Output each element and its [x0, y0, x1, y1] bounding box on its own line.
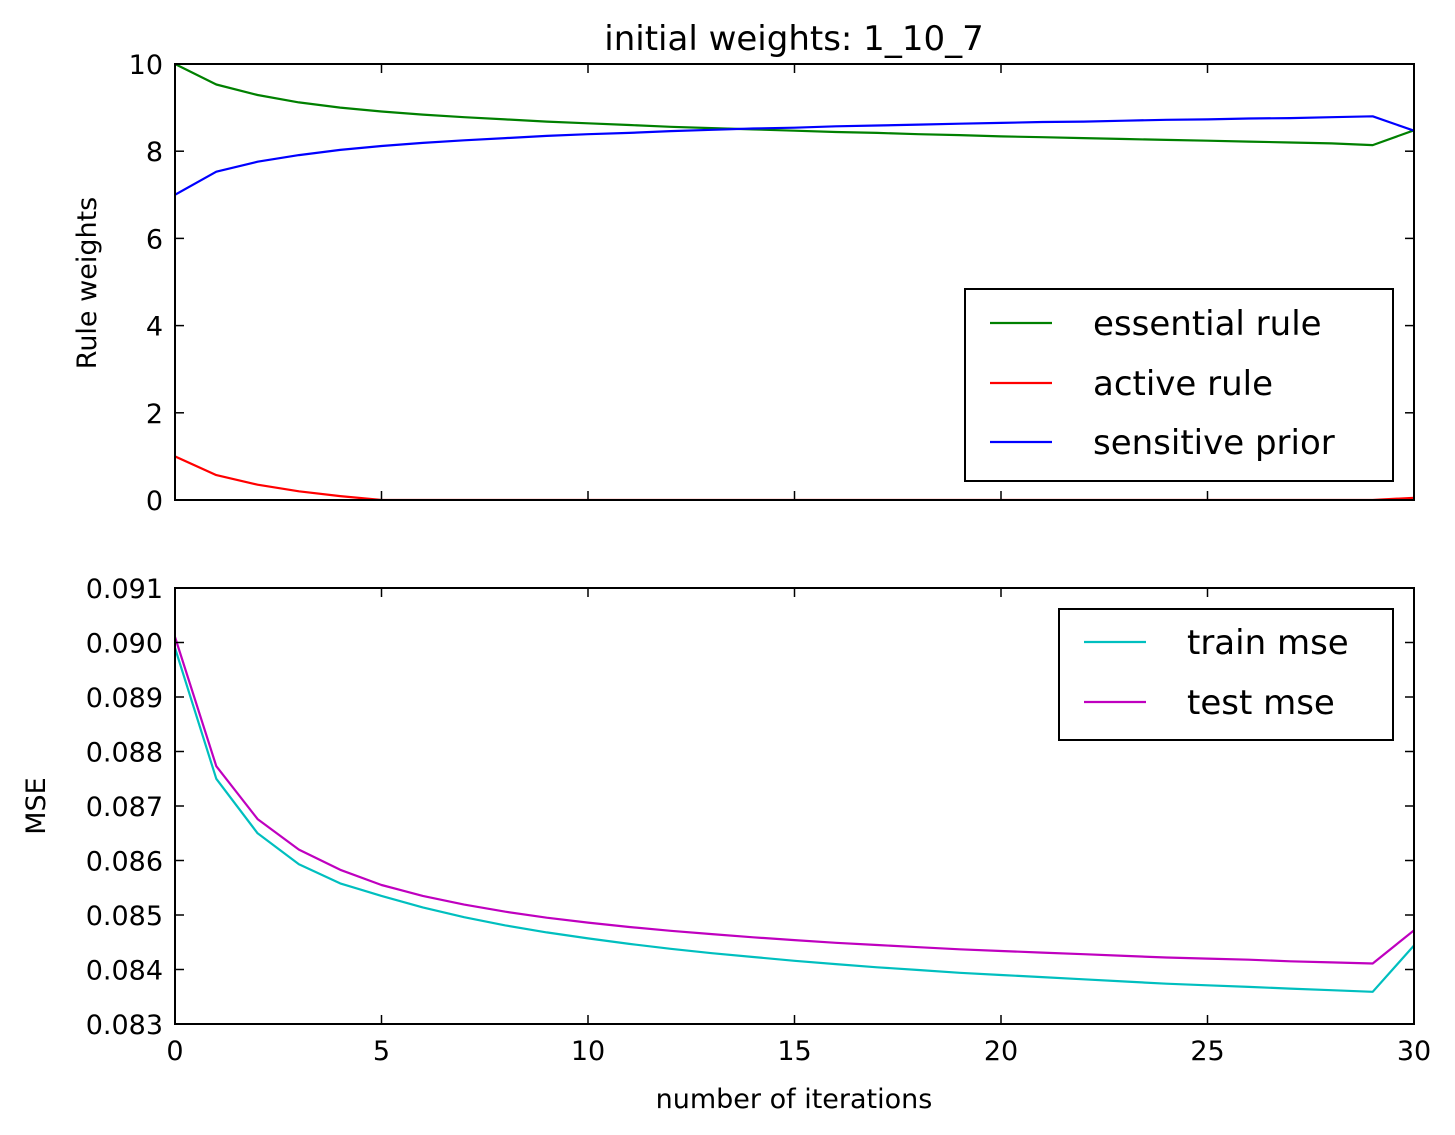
- y-tick-label: 0.091: [86, 574, 163, 605]
- mse-panel: 0 5 10 15 20 25 30 0.083 0.084 0.085 0.086 0.087 0.0…: [21, 574, 1431, 1115]
- y-tick-label: 10: [129, 50, 163, 81]
- legend-box: [1058, 608, 1394, 741]
- y-tick-label: 0.083: [86, 1010, 163, 1041]
- y-tick-label: 0.084: [86, 956, 163, 987]
- x-tick-label: 30: [1397, 1036, 1431, 1067]
- legend-label-active-rule: active rule: [1093, 364, 1273, 404]
- y-tick-label: 0.085: [86, 901, 163, 932]
- legend: essential rule active rule sensitive pri…: [964, 288, 1394, 482]
- y-axis-label: Rule weights: [72, 197, 103, 369]
- x-tick-label: 15: [777, 1036, 811, 1067]
- x-tick-label: 5: [373, 1036, 390, 1067]
- legend: train mse test mse: [1058, 608, 1394, 741]
- legend-label-train-mse: train mse: [1187, 623, 1349, 663]
- mse-lines: [175, 636, 1414, 993]
- y-tick-label: 8: [146, 137, 163, 168]
- x-tick-label: 25: [1190, 1036, 1224, 1067]
- x-axis-label: number of iterations: [656, 1084, 933, 1115]
- y-tick-label: 6: [146, 224, 163, 255]
- series-line-essential-rule: [175, 64, 1414, 147]
- y-tick-label: 0.087: [86, 792, 163, 823]
- chart-title: initial weights: 1_10_7: [604, 19, 983, 59]
- legend-box: [964, 288, 1394, 482]
- x-tick-label: 0: [166, 1036, 183, 1067]
- y-tick-label: 0: [146, 486, 163, 517]
- series-line-test-mse: [175, 636, 1414, 965]
- legend-label-test-mse: test mse: [1187, 683, 1335, 723]
- x-tick-label: 20: [984, 1036, 1018, 1067]
- mse-ticks: 0 5 10 15 20 25 30 0.083 0.084 0.085 0.086 0.087 0.0…: [86, 574, 1431, 1067]
- mse-plot-frame: [174, 587, 1415, 1025]
- y-tick-label: 4: [146, 312, 163, 343]
- rule-weights-lines: [175, 64, 1414, 500]
- y-tick-label: 2: [146, 399, 163, 430]
- series-line-train-mse: [175, 647, 1414, 993]
- rule-weights-panel: initial weights: 1_10_7 0 2 4 6 8 10 Rule wei…: [72, 19, 1415, 517]
- y-tick-label: 0.088: [86, 738, 163, 769]
- y-axis-label: MSE: [21, 777, 52, 835]
- rule-weights-plot-frame: [174, 63, 1415, 501]
- legend-label-sensitive-prior: sensitive prior: [1093, 423, 1335, 463]
- y-tick-label: 0.089: [86, 683, 163, 714]
- legend-label-essential-rule: essential rule: [1093, 304, 1322, 344]
- y-tick-label: 0.086: [86, 847, 163, 878]
- x-tick-label: 10: [571, 1036, 605, 1067]
- y-tick-label: 0.090: [86, 629, 163, 660]
- series-line-sensitive-prior: [175, 115, 1414, 196]
